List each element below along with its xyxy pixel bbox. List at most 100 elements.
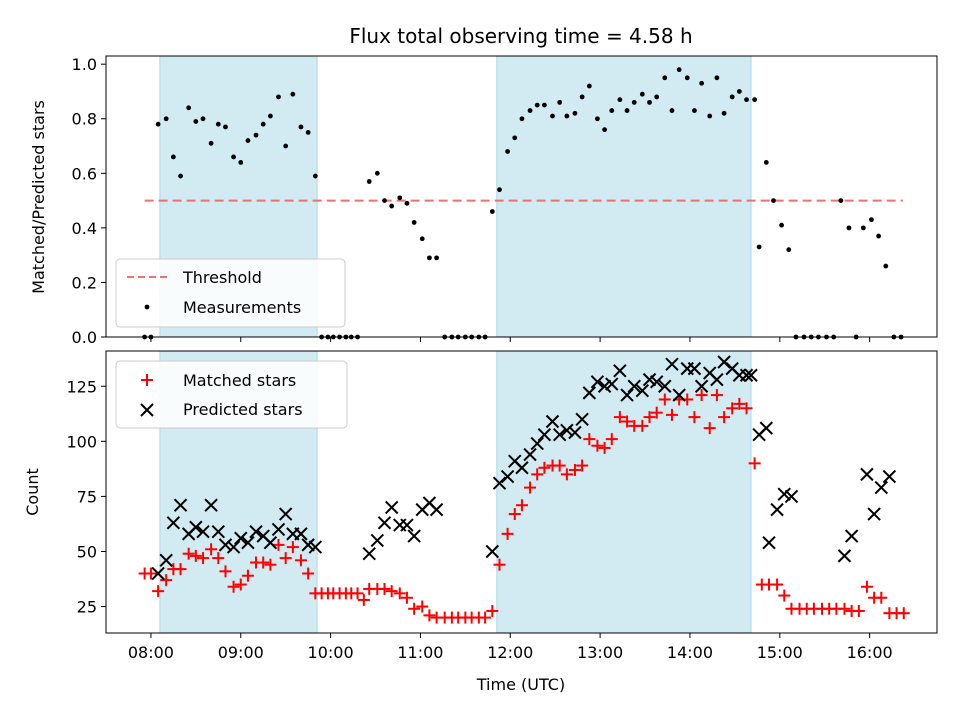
matched-star-point xyxy=(621,415,634,428)
predicted-star-point xyxy=(400,518,414,532)
matched-star-point xyxy=(357,593,370,606)
predicted-star-point xyxy=(627,379,641,393)
matched-star-point xyxy=(174,563,187,576)
predicted-star-point xyxy=(384,500,399,515)
predicted-star-point xyxy=(166,516,181,530)
matched-star-point xyxy=(501,527,514,540)
bottom-y-tick-label: 75 xyxy=(77,487,97,506)
measurement-point xyxy=(602,127,607,133)
matched-star-point xyxy=(144,567,157,580)
predicted-star-point xyxy=(605,377,619,391)
measurement-point xyxy=(763,159,769,165)
measurement-point xyxy=(163,116,169,122)
matched-star-point xyxy=(733,397,746,410)
x-tick-label: 08:00 xyxy=(128,643,174,662)
measurement-point xyxy=(542,102,547,108)
measurement-point xyxy=(434,255,440,261)
top-legend: Threshold Measurements xyxy=(115,258,346,328)
measurement-point xyxy=(489,209,495,214)
matched-star-point xyxy=(302,567,315,580)
measurement-point xyxy=(647,99,652,105)
predicted-star-point xyxy=(770,502,784,517)
predicted-star-point xyxy=(530,436,544,451)
top-y-tick-label: 1.0 xyxy=(72,55,97,74)
measurement-point xyxy=(382,198,387,203)
measurement-point xyxy=(662,75,668,81)
x-axis-label: Time (UTC) xyxy=(476,675,565,694)
matched-star-point xyxy=(294,554,307,567)
measurement-point xyxy=(298,124,304,130)
predicted-star-point xyxy=(672,388,686,402)
top-y-ticks: 0.0 0.2 0.4 0.6 0.8 1.0 xyxy=(72,55,106,347)
measurement-point xyxy=(366,179,372,184)
predicted-star-point xyxy=(537,428,552,442)
predicted-star-point xyxy=(882,469,897,484)
threshold-legend-label: Threshold xyxy=(182,268,262,287)
measurement-point xyxy=(193,119,199,124)
matched-star-point xyxy=(378,582,391,595)
matched-star-point xyxy=(583,433,596,446)
predicted-star-point xyxy=(294,527,308,541)
matched-star-point xyxy=(650,406,663,419)
matched-star-point xyxy=(423,609,436,622)
predicted-star-point xyxy=(370,533,385,548)
measurement-point xyxy=(397,195,403,201)
predicted-star-point xyxy=(762,535,776,550)
predicted-star-point xyxy=(717,355,731,369)
measurement-point xyxy=(419,236,425,242)
predicted-star-point xyxy=(739,368,754,382)
matched-star-point xyxy=(515,499,528,512)
predicted-star-point xyxy=(665,357,679,371)
top-axes-frame xyxy=(105,55,938,338)
measurement-point xyxy=(846,225,852,231)
measurement-point xyxy=(609,108,615,113)
predicted-star-point xyxy=(362,546,376,561)
matched-star-point xyxy=(264,558,277,571)
measurement-point xyxy=(579,94,585,100)
bottom-y-tick-label: 25 xyxy=(77,598,97,617)
top-panel: 0.0 0.2 0.4 0.6 0.8 1.0 Matched/Predicted sta… xyxy=(29,55,938,347)
measurement-point xyxy=(744,97,749,103)
predicted-star-point xyxy=(635,383,650,398)
predicted-star-point xyxy=(249,524,263,539)
measurement-point xyxy=(312,173,318,179)
measurement-point xyxy=(505,149,510,154)
matched-legend-label: Matched stars xyxy=(183,371,296,390)
predicted-star-point xyxy=(492,476,507,490)
bottom-panel: 25 50 75 100 125 08:00 09:00 10:00 11:00 12:00 13… xyxy=(23,350,938,694)
measurement-point xyxy=(208,140,214,146)
measurement-point xyxy=(692,108,697,113)
measurement-point xyxy=(721,110,727,116)
matched-star-point xyxy=(272,538,285,551)
predicted-star-point xyxy=(759,421,774,435)
measurement-point xyxy=(223,124,228,130)
matched-star-point xyxy=(710,389,723,402)
predicted-star-point xyxy=(189,520,203,534)
predicted-star-point xyxy=(582,386,597,400)
measurement-point xyxy=(238,159,244,165)
matched-star-point xyxy=(748,457,761,470)
predicted-star-point xyxy=(500,469,515,484)
bottom-legend-box xyxy=(115,360,348,429)
predicted-star-point xyxy=(545,414,560,429)
predicted-star-point xyxy=(151,566,165,581)
matched-star-point xyxy=(703,422,716,435)
predicted-star-point xyxy=(560,423,574,438)
matched-star-point xyxy=(152,585,165,598)
matched-star-point xyxy=(197,552,210,565)
measurement-point xyxy=(178,173,183,179)
predicted-star-point xyxy=(744,368,758,382)
matched-star-point xyxy=(665,408,678,421)
predicted-star-point xyxy=(226,540,241,554)
measurement-point xyxy=(654,94,660,100)
measurement-point xyxy=(676,67,682,73)
predicted-star-point xyxy=(485,544,500,559)
x-tick-label: 15:00 xyxy=(757,643,803,662)
matched-star-point xyxy=(351,587,364,600)
measurement-point xyxy=(260,121,266,127)
x-tick-label: 12:00 xyxy=(487,643,533,662)
matched-star-point xyxy=(771,578,784,591)
matched-star-point xyxy=(189,549,202,562)
matched-star-point xyxy=(726,402,739,415)
